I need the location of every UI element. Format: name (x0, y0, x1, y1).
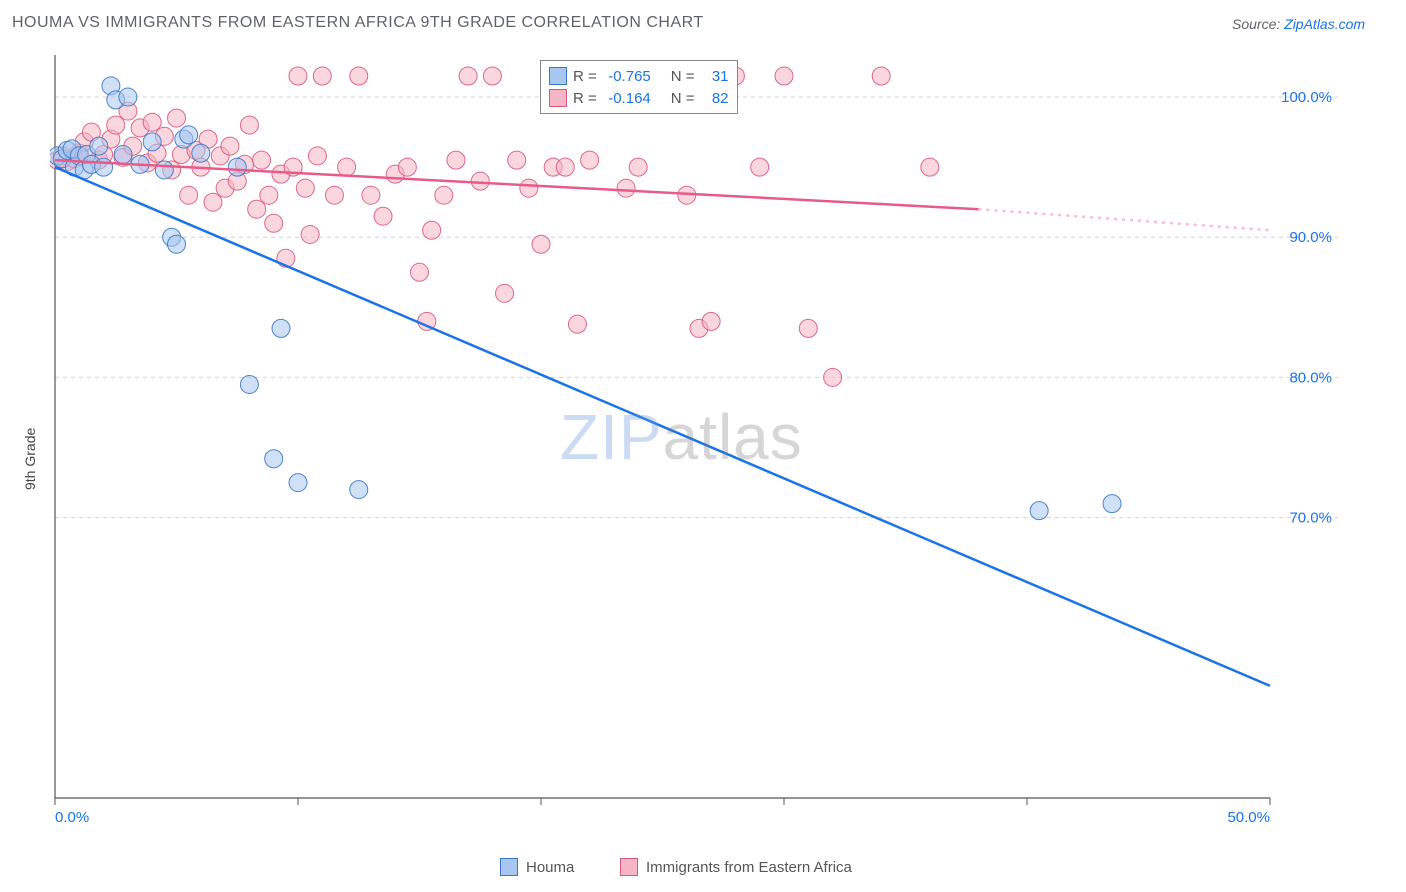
source-link[interactable]: ZipAtlas.com (1284, 16, 1365, 32)
r-value-immigrants: -0.164 (603, 90, 651, 107)
y-axis-label: 9th Grade (22, 428, 38, 490)
svg-text:50.0%: 50.0% (1227, 809, 1270, 826)
legend-label-immigrants: Immigrants from Eastern Africa (646, 859, 852, 876)
chart-title: HOUMA VS IMMIGRANTS FROM EASTERN AFRICA … (12, 14, 704, 32)
series-legend-immigrants: Immigrants from Eastern Africa (620, 858, 852, 876)
source-label: Source: (1232, 16, 1284, 32)
series-legend-houma: Houma (500, 858, 574, 876)
r-label: R = (573, 90, 597, 107)
n-value-houma: 31 (701, 68, 729, 85)
legend-swatch-immigrants (620, 858, 638, 876)
legend-label-houma: Houma (526, 859, 574, 876)
chart-container: HOUMA VS IMMIGRANTS FROM EASTERN AFRICA … (0, 0, 1406, 892)
svg-text:70.0%: 70.0% (1289, 510, 1332, 527)
correlation-legend: R = -0.765 N = 31 R = -0.164 N = 82 (540, 60, 738, 114)
r-label: R = (573, 68, 597, 85)
svg-text:80.0%: 80.0% (1289, 369, 1332, 386)
n-value-immigrants: 82 (701, 90, 729, 107)
r-value-houma: -0.765 (603, 68, 651, 85)
n-label: N = (671, 90, 695, 107)
legend-row-houma: R = -0.765 N = 31 (549, 65, 729, 87)
source-attribution: Source: ZipAtlas.com (1232, 16, 1365, 32)
svg-text:100.0%: 100.0% (1281, 89, 1332, 106)
legend-swatch-houma (500, 858, 518, 876)
legend-swatch-immigrants (549, 89, 567, 107)
svg-text:0.0%: 0.0% (55, 809, 89, 826)
plot-area: 70.0% 80.0% 90.0% 100.0% 0.0% 50.0% (50, 50, 1340, 838)
plot-svg: 70.0% 80.0% 90.0% 100.0% 0.0% 50.0% (50, 50, 1340, 838)
svg-text:90.0%: 90.0% (1289, 229, 1332, 246)
legend-row-immigrants: R = -0.164 N = 82 (549, 87, 729, 109)
legend-swatch-houma (549, 67, 567, 85)
n-label: N = (671, 68, 695, 85)
